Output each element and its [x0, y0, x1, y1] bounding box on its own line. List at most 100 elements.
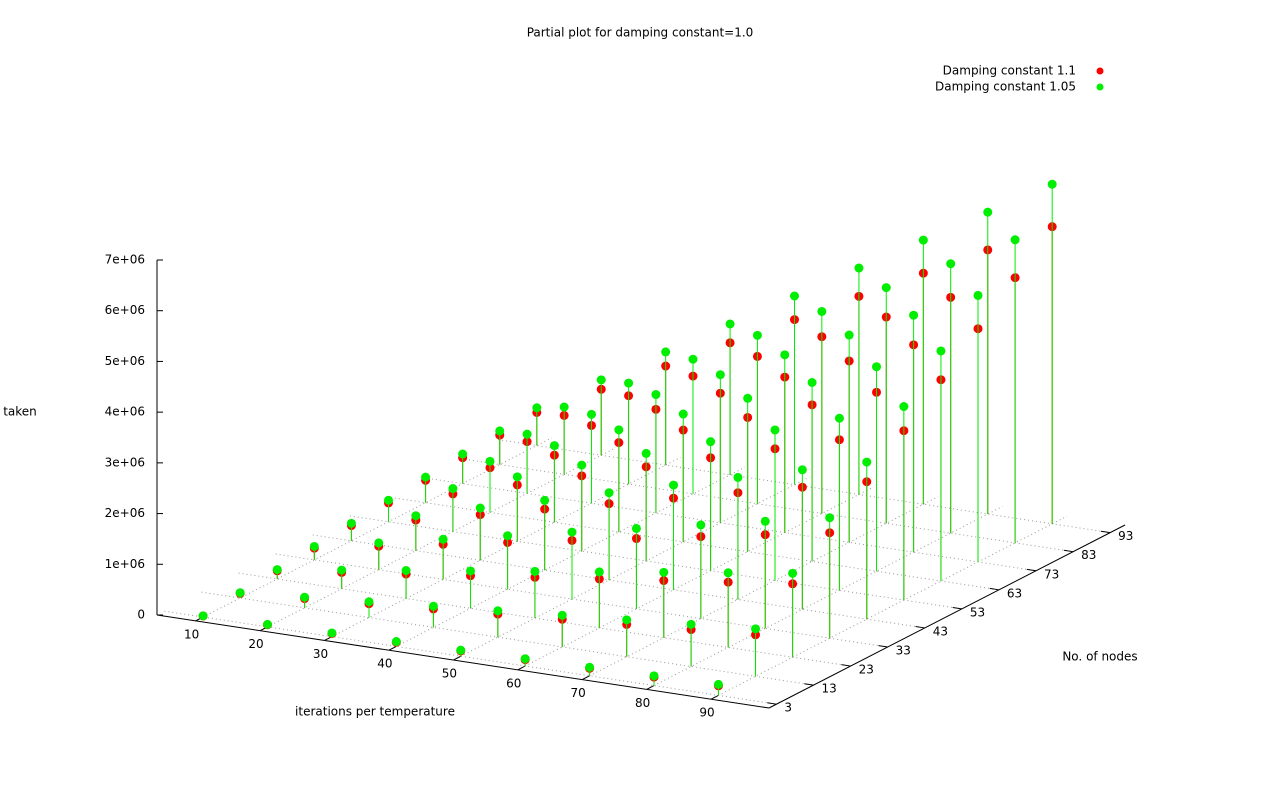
point — [723, 568, 733, 578]
y-tick — [767, 702, 777, 705]
point — [428, 601, 438, 611]
z-tick-label: 2e+06 — [105, 506, 145, 520]
point — [585, 662, 595, 672]
x-tick-label: 60 — [506, 676, 521, 690]
point — [713, 679, 723, 689]
point — [577, 460, 587, 470]
base-axis — [768, 524, 1126, 709]
y-tick — [952, 606, 962, 610]
x-tick — [388, 646, 397, 651]
grid-line — [259, 447, 617, 632]
point — [797, 465, 807, 475]
point — [631, 523, 641, 533]
point — [549, 441, 559, 451]
point — [622, 615, 632, 625]
base-axis — [156, 614, 770, 709]
x-tick-label: 80 — [635, 696, 650, 710]
point — [936, 346, 946, 356]
point — [862, 457, 872, 467]
point — [1010, 235, 1020, 245]
point — [532, 403, 542, 413]
point — [743, 393, 753, 403]
y-axis-label: No. of nodes — [1062, 650, 1137, 664]
point — [973, 290, 983, 300]
point — [309, 541, 319, 551]
x-tick — [453, 655, 461, 661]
point — [448, 484, 458, 494]
point — [807, 378, 817, 388]
point — [540, 495, 550, 505]
point — [688, 354, 698, 364]
point — [411, 511, 421, 521]
x-tick — [646, 685, 654, 690]
z-tick-label: 6e+06 — [105, 303, 145, 317]
point — [374, 538, 384, 548]
x-tick — [517, 665, 526, 671]
point — [624, 378, 634, 388]
grid-line — [201, 591, 814, 686]
point — [493, 606, 503, 616]
point — [475, 503, 485, 513]
point — [834, 413, 844, 423]
grid-line — [195, 437, 552, 622]
point — [512, 472, 522, 482]
point — [235, 588, 245, 598]
point — [946, 259, 956, 269]
point — [678, 409, 688, 419]
y-tick-label: 43 — [933, 624, 948, 638]
point — [752, 330, 762, 340]
grid-line — [349, 515, 962, 610]
point — [485, 456, 495, 466]
point — [780, 350, 790, 360]
point — [641, 448, 651, 458]
x-tick-label: 90 — [699, 706, 714, 720]
point — [733, 472, 743, 482]
grid-line — [312, 534, 925, 629]
z-tick-label: 3e+06 — [105, 455, 145, 469]
legend-marker — [1096, 83, 1104, 91]
y-tick — [804, 683, 814, 686]
y-tick-label: 83 — [1081, 548, 1096, 562]
point — [520, 654, 530, 664]
x-tick-label: 70 — [571, 686, 586, 700]
point — [272, 565, 282, 575]
point — [327, 628, 337, 638]
point — [825, 513, 835, 523]
grid-line — [324, 457, 681, 641]
x-tick-label: 50 — [442, 667, 457, 681]
grid-line — [164, 610, 777, 705]
x-tick-label: 40 — [377, 657, 392, 671]
y-tick-label: 73 — [1044, 567, 1059, 581]
point — [567, 527, 577, 537]
point — [530, 566, 540, 576]
z-tick-label: 0 — [137, 608, 145, 622]
point — [421, 472, 431, 482]
grid-line — [517, 486, 874, 671]
point — [788, 568, 798, 578]
point — [604, 488, 614, 498]
chart-title: Partial plot for damping constant=1.0 — [527, 26, 754, 40]
point — [300, 592, 310, 602]
z-axis-label: taken — [3, 405, 37, 419]
point — [706, 437, 716, 447]
grid-line — [238, 572, 851, 667]
point — [614, 425, 624, 435]
point — [696, 520, 706, 530]
grid-line — [710, 515, 1068, 700]
y-tick — [1026, 568, 1037, 572]
z-tick-label: 4e+06 — [105, 405, 145, 419]
point — [456, 645, 466, 655]
y-tick-label: 63 — [1007, 586, 1022, 600]
point — [649, 671, 659, 681]
point — [337, 565, 347, 575]
y-tick — [989, 587, 999, 591]
x-tick — [581, 675, 590, 681]
y-tick — [1100, 530, 1111, 534]
x-tick — [710, 695, 719, 700]
point — [198, 611, 208, 621]
point — [725, 319, 735, 329]
grid-line — [646, 505, 1003, 690]
x-axis-label: iterations per temperature — [295, 705, 455, 719]
y-tick-label: 13 — [822, 682, 837, 696]
